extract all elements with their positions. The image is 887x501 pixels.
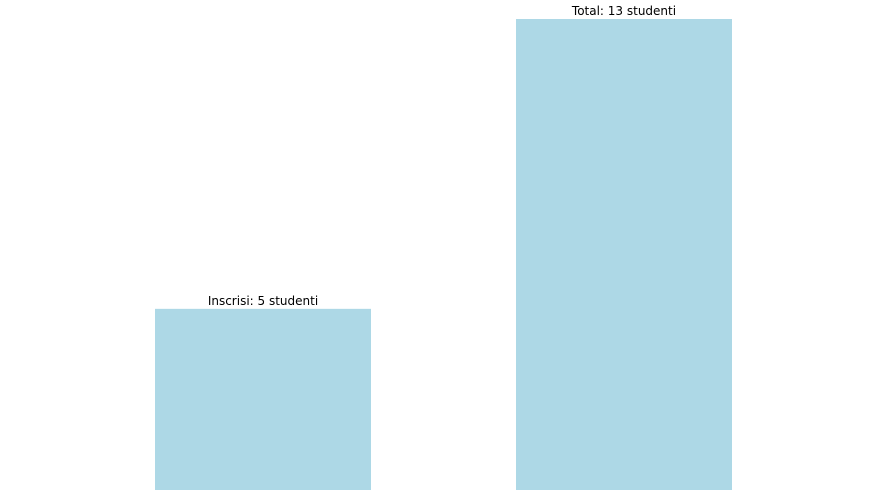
bars-group xyxy=(155,19,732,490)
data-labels-group: Inscrisi: 5 studenti Total: 13 studenti xyxy=(208,4,676,308)
data-label-total: Total: 13 studenti xyxy=(571,4,676,18)
bar-total xyxy=(516,19,732,490)
data-label-inscrisi: Inscrisi: 5 studenti xyxy=(208,294,318,308)
bar-inscrisi xyxy=(155,308,371,490)
